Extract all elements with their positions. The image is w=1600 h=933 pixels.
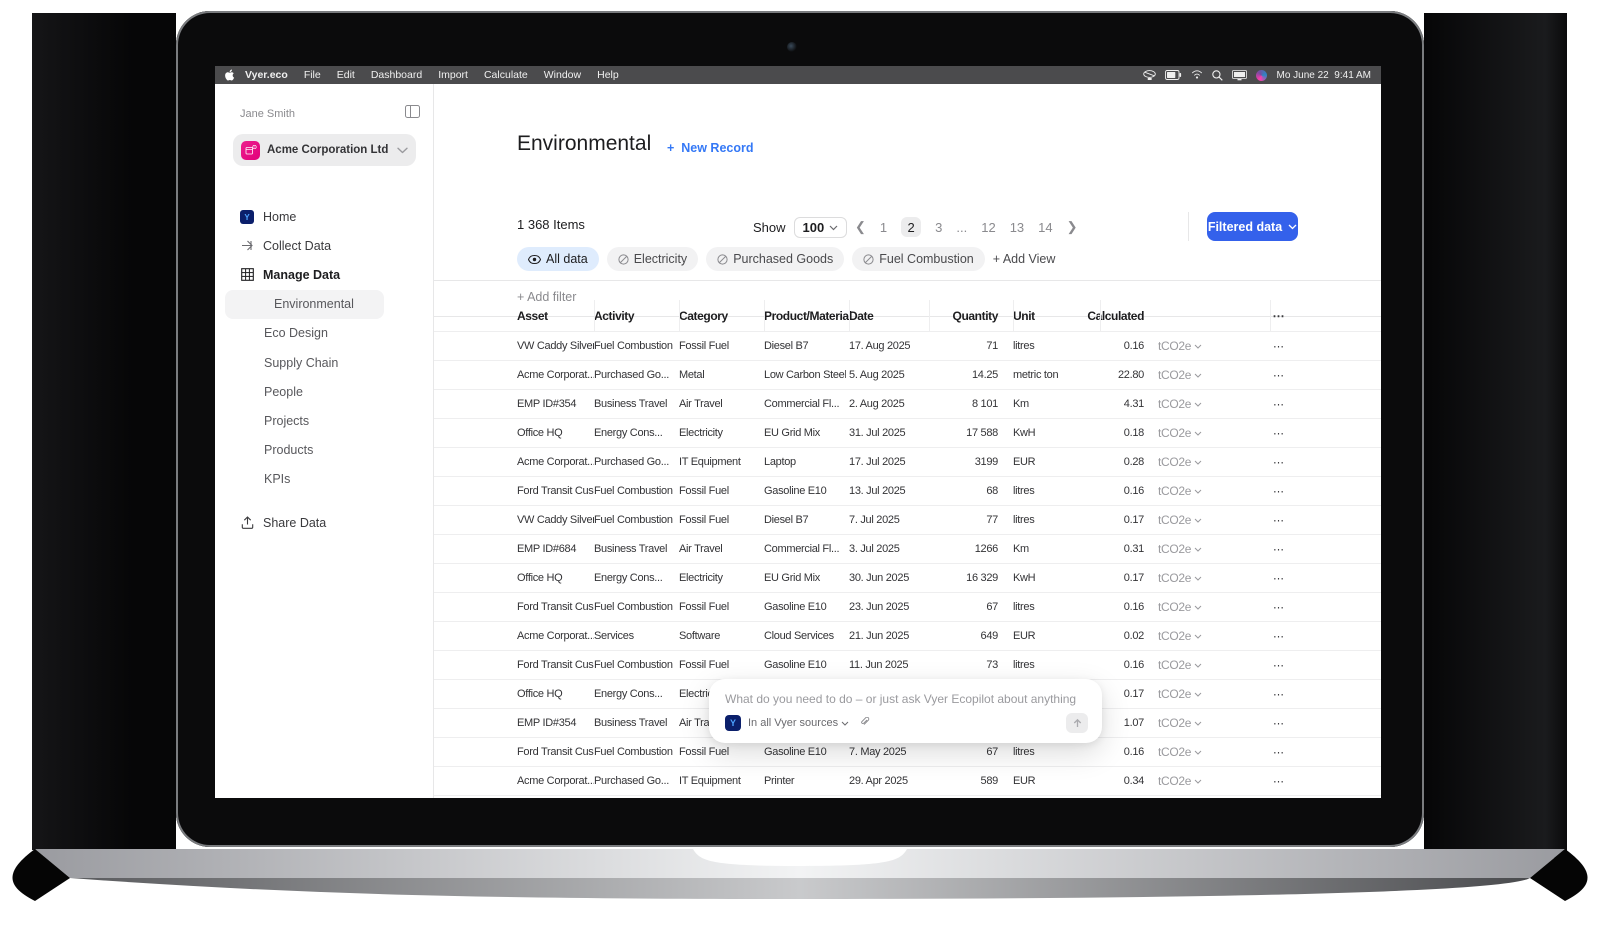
svg-text:Y: Y [244, 213, 250, 222]
